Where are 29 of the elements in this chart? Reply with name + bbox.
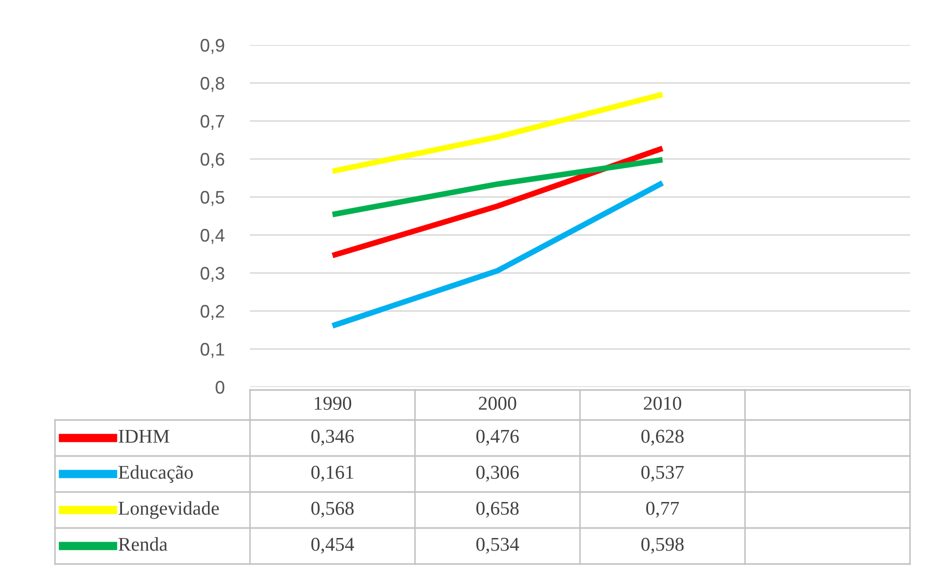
x-tick-label: 2000: [478, 396, 516, 410]
data-label: 0,161: [311, 466, 354, 482]
legend-label: IDHM: [118, 430, 170, 443]
data-label: 0,658: [476, 502, 519, 518]
data-label: 0,454: [311, 538, 354, 554]
data-label: 0,568: [311, 502, 354, 518]
data-label: 0,537: [641, 466, 684, 482]
data-label: 0,598: [641, 538, 684, 554]
data-label: 0,476: [476, 430, 519, 446]
data-label: 0,77: [646, 502, 679, 518]
legend-label: Educação: [118, 465, 193, 483]
y-tick-label: 0: [216, 380, 224, 394]
x-tick-label: 2010: [644, 396, 682, 410]
y-tick-label: 0,5: [200, 190, 224, 206]
y-tick-label: 0,9: [200, 38, 224, 54]
legend-label: Longevidade: [118, 501, 219, 519]
y-tick-label: 0,8: [200, 76, 224, 92]
x-tick-label: 1990: [314, 396, 352, 410]
y-tick-label: 0,7: [200, 114, 224, 130]
y-tick-label: 0,4: [200, 228, 224, 244]
y-tick-label: 0,2: [200, 304, 224, 320]
y-tick-label: 0,6: [200, 152, 224, 168]
y-tick-label: 0,3: [200, 266, 224, 282]
data-label: 0,628: [641, 430, 684, 446]
data-label: 0,534: [476, 538, 520, 554]
data-label: 0,306: [476, 466, 519, 482]
y-tick-label: 0,1: [200, 342, 224, 358]
legend-label: Renda: [118, 537, 168, 551]
data-label: 0,346: [311, 430, 354, 446]
